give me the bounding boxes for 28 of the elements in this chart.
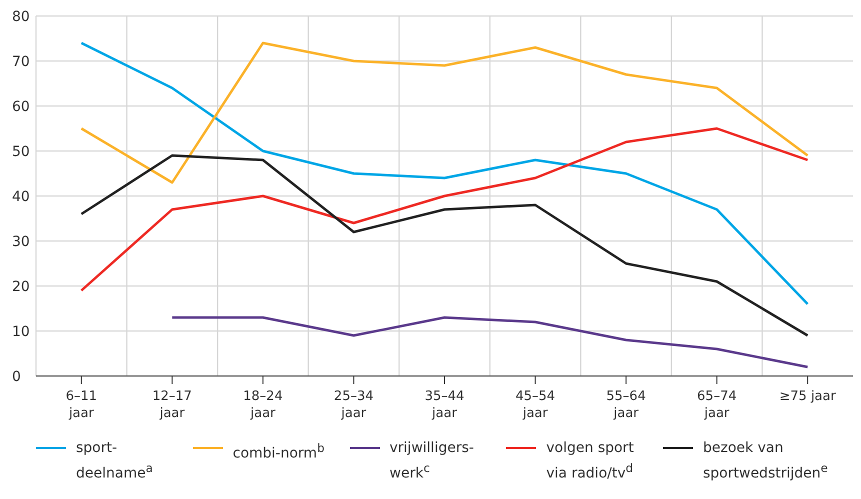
line-series	[80, 127, 809, 292]
legend-label: sport-deelname$^{a}$	[76, 439, 154, 484]
y-tick-label: 60	[12, 98, 30, 115]
x-tick-label: 25–34 jaar	[334, 389, 374, 421]
legend-label: vrijwilligers-werk$^{c}$	[390, 439, 475, 484]
y-tick-label: 80	[12, 8, 30, 25]
x-tick-label: 18–24 jaar	[243, 389, 283, 421]
x-tick-label: 55–64 jaar	[606, 389, 646, 421]
x-tick-label: 12–17 jaar	[152, 389, 192, 421]
line-series	[80, 42, 809, 184]
y-tick-label: 30	[12, 234, 30, 250]
y-tick-label: 20	[12, 278, 30, 295]
x-tick-label: ≥75 jaar	[779, 389, 836, 404]
legend-label: bezoek van sportwedstrijden$^{e}$	[703, 439, 829, 484]
y-tick-label: 10	[12, 324, 30, 340]
x-tick-label: 45–54 jaar	[515, 389, 556, 421]
y-tick-label: 40	[12, 188, 30, 205]
legend-label: combi-norm$^{b}$	[232, 440, 326, 464]
line-series	[80, 42, 809, 306]
x-tick-label: 65–74 jaar	[697, 389, 737, 421]
legend-label: volgen sport via radio/tv$^{d}$	[546, 439, 635, 484]
x-tick-label: 35–44 jaar	[424, 389, 464, 421]
line-series	[80, 154, 809, 337]
y-tick-label: 50	[12, 144, 30, 160]
y-tick-label: 0	[12, 368, 21, 385]
x-tick-label: 6–11 jaar	[66, 389, 98, 421]
y-tick-label: 70	[12, 54, 30, 70]
line-series	[170, 316, 809, 368]
